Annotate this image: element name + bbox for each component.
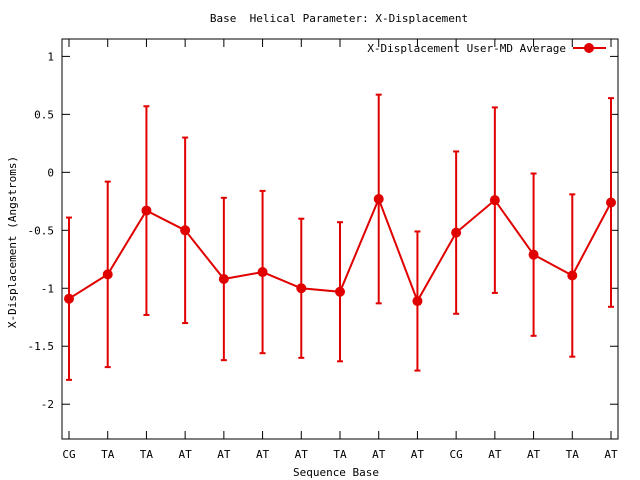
y-tick-label: -0.5 bbox=[28, 224, 55, 237]
error-bars bbox=[66, 93, 614, 381]
x-tick-label: TA bbox=[101, 448, 115, 461]
data-point bbox=[64, 293, 74, 304]
x-tick-label: AT bbox=[372, 448, 386, 461]
data-point bbox=[141, 205, 152, 216]
data-point bbox=[257, 267, 268, 278]
data-point bbox=[373, 194, 384, 204]
x-tick-label: AT bbox=[179, 448, 193, 461]
x-tick-label: AT bbox=[527, 448, 541, 461]
data-point bbox=[296, 283, 307, 294]
y-tick-label: -1.5 bbox=[28, 340, 55, 353]
x-tick-label: TA bbox=[333, 448, 347, 461]
y-tick-label: -1 bbox=[41, 282, 54, 295]
x-axis-label: Sequence Base bbox=[293, 466, 379, 479]
x-tick-label: AT bbox=[256, 448, 270, 461]
data-point bbox=[606, 197, 616, 208]
x-tick-label: AT bbox=[604, 448, 618, 461]
x-tick-label: AT bbox=[217, 448, 231, 461]
data-point bbox=[218, 274, 229, 284]
y-tick-label: 1 bbox=[47, 50, 54, 63]
x-tick-label: AT bbox=[411, 448, 425, 461]
x-tick-label: CG bbox=[450, 448, 463, 461]
y-tick-label: 0.5 bbox=[34, 108, 54, 121]
y-tick-label: 0 bbox=[47, 166, 54, 179]
y-tick-label: -2 bbox=[41, 398, 54, 411]
data-point bbox=[412, 296, 423, 307]
x-tick-label: AT bbox=[488, 448, 502, 461]
x-tick-label: CG bbox=[62, 448, 75, 461]
data-point bbox=[528, 249, 539, 260]
y-axis: 1 0.5 0 -0.5 -1 -1.5 -2 bbox=[28, 50, 618, 411]
y-axis-label: X-Displacement (Angstroms) bbox=[6, 156, 19, 328]
data-points bbox=[64, 194, 616, 307]
data-point bbox=[335, 286, 345, 297]
x-tick-label: TA bbox=[140, 448, 154, 461]
data-point bbox=[567, 270, 578, 281]
x-tick-label: TA bbox=[566, 448, 580, 461]
legend: X-Displacement User-MD Average bbox=[367, 42, 606, 55]
legend-marker bbox=[584, 43, 594, 53]
x-axis: CG TA TA AT AT AT AT TA AT AT CG AT AT TA AT bbox=[62, 39, 618, 461]
data-point bbox=[102, 269, 113, 280]
chart-title: Base Helical Parameter: X-Displacement bbox=[210, 12, 468, 25]
data-point bbox=[451, 227, 462, 238]
legend-label: X-Displacement User-MD Average bbox=[367, 42, 566, 55]
x-tick-label: AT bbox=[295, 448, 309, 461]
data-point bbox=[180, 225, 191, 236]
data-point bbox=[489, 195, 500, 206]
